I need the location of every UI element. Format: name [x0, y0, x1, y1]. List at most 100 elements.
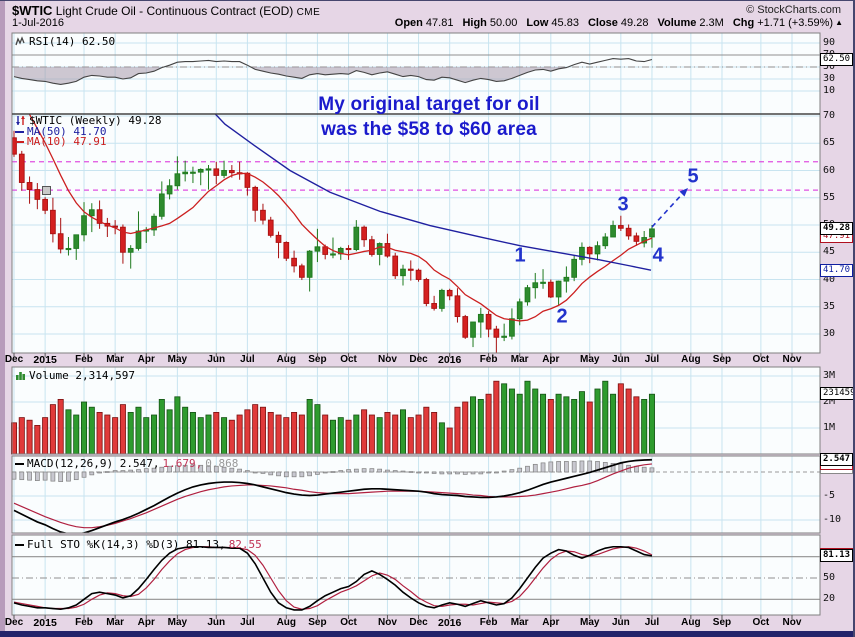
price-legend: $WTIC (Weekly) 49.28	[15, 114, 161, 127]
month-label: Mar	[510, 354, 529, 365]
month-label: 2016	[437, 617, 462, 629]
axis-label: 60	[823, 164, 836, 176]
axis-label: 90	[823, 37, 836, 48]
axis-label: 30	[823, 328, 836, 339]
month-label: Nov	[782, 354, 802, 365]
month-label: Sep	[308, 354, 327, 365]
axis-label: 3M	[823, 370, 836, 381]
axis-badge: 2.547	[820, 453, 853, 467]
candlestick-icon	[16, 116, 25, 125]
month-label: Oct	[752, 617, 770, 628]
month-label: Nov	[377, 617, 397, 628]
month-label: 2015	[33, 617, 57, 629]
month-label: Dec	[409, 354, 428, 365]
axis-label: 70	[823, 110, 836, 121]
axis-label: 50	[823, 61, 836, 72]
month-label: Aug	[276, 617, 297, 628]
title-line: $WTIC Light Crude Oil - Continuous Contr…	[12, 3, 847, 18]
chart-date: 1-Jul-2016	[12, 17, 64, 29]
axis-label: -10	[823, 514, 842, 525]
rsi-line-icon	[15, 36, 25, 46]
chart-header: $WTIC Light Crude Oil - Continuous Contr…	[0, 1, 853, 32]
wave-label-1: 1	[514, 244, 526, 267]
stockcharts-copyright-link[interactable]: © StockCharts.com	[746, 4, 841, 16]
axis-label: 20	[823, 593, 836, 605]
month-label: Dec	[4, 354, 24, 365]
wave-label-4: 4	[652, 244, 664, 267]
ma10-legend-text: MA(10) 47.91	[27, 135, 107, 148]
month-label: Aug	[681, 617, 701, 628]
month-label: May	[167, 617, 188, 628]
month-label: 2016	[437, 354, 462, 366]
volume-legend-text: Volume 2,314,597	[29, 369, 135, 382]
annotation-handle[interactable]	[42, 186, 51, 195]
left-edge-strip	[0, 1, 5, 637]
macd-hist-value: 0.868	[205, 457, 239, 470]
quote-open: Open 47.81	[394, 17, 454, 29]
axis-badge: 41.70	[820, 263, 853, 277]
stochastics-legend: Full STO %K(14,3) %D(3) 81.13, 82.55	[15, 538, 262, 551]
wave-label-3: 3	[617, 193, 629, 216]
annotation-line1: My original target for oil	[318, 94, 540, 115]
month-label: Mar	[106, 354, 125, 365]
month-label: Jul	[644, 617, 660, 628]
quote-chg: Chg +1.71 (+3.59%)	[732, 17, 834, 29]
change-up-arrow-icon: ▲	[835, 18, 843, 27]
axis-badge: 49.28	[820, 222, 853, 236]
axis-label: 2M	[823, 396, 836, 407]
axis-label: 55	[823, 191, 836, 203]
macd-legend-text: MACD(12,26,9) 2.547,	[27, 457, 160, 470]
month-label: Nov	[782, 617, 802, 628]
axis-label: 40	[823, 273, 836, 285]
month-label: Jun	[207, 617, 226, 628]
axis-label: 65	[823, 137, 836, 149]
ma10-line-icon	[15, 140, 24, 143]
ticker-symbol: $WTIC	[12, 3, 53, 18]
target-annotation: My original target for oil was the $58 t…	[262, 92, 596, 142]
month-label: Feb	[479, 617, 498, 628]
month-label: Jun	[207, 354, 226, 365]
axis-label: 1M	[823, 422, 836, 433]
macd-signal-value: 1.679,	[162, 457, 203, 470]
month-label: Sep	[712, 617, 732, 628]
month-label: Sep	[308, 617, 327, 628]
quote-high: High 50.00	[462, 17, 518, 29]
instrument-title: Light Crude Oil - Continuous Contract (E…	[55, 4, 294, 18]
quote-line: 1-Jul-2016 Open 47.81 High 50.00 Low 45.83 Clo…	[12, 17, 843, 31]
month-label: Feb	[479, 354, 498, 365]
month-label: Aug	[276, 354, 297, 365]
exchange-label: CME	[296, 7, 321, 18]
month-label: Feb	[75, 354, 93, 365]
ma50-legend: MA(50) 41.70	[15, 125, 106, 138]
macd-line-icon	[15, 462, 24, 465]
month-label: Jul	[240, 354, 255, 365]
axis-badge: 2314597	[820, 387, 853, 401]
rsi-legend-text: RSI(14) 62.50	[29, 35, 116, 48]
month-label: Dec	[4, 617, 24, 628]
month-label: May	[579, 354, 600, 365]
axis-label: 35	[823, 300, 836, 312]
quote-low: Low 45.83	[526, 17, 579, 29]
annotation-line2: was the $58 to $60 area	[321, 119, 537, 140]
axis-label: -5	[823, 490, 836, 501]
volume-legend: Volume 2,314,597	[15, 369, 135, 382]
axis-label: 45	[823, 246, 836, 258]
month-label: Oct	[340, 354, 357, 365]
volume-bars-icon	[16, 372, 25, 380]
month-label: 2015	[33, 354, 57, 366]
ma10-legend: MA(10) 47.91	[15, 135, 106, 148]
month-label: Oct	[752, 354, 770, 365]
month-label: Dec	[409, 617, 428, 628]
month-label: Jul	[644, 354, 660, 365]
macd-legend: MACD(12,26,9) 2.547, 1.679, 0.868	[15, 457, 238, 470]
ma50-line-icon	[15, 130, 24, 133]
axis-label: 50	[823, 572, 836, 583]
month-label: Feb	[75, 617, 93, 628]
ma50-legend-text: MA(50) 41.70	[27, 125, 107, 138]
month-label: Apr	[542, 617, 560, 628]
month-label: May	[167, 354, 188, 365]
month-label: Mar	[510, 617, 529, 628]
axis-badge: 81.13	[820, 549, 853, 563]
